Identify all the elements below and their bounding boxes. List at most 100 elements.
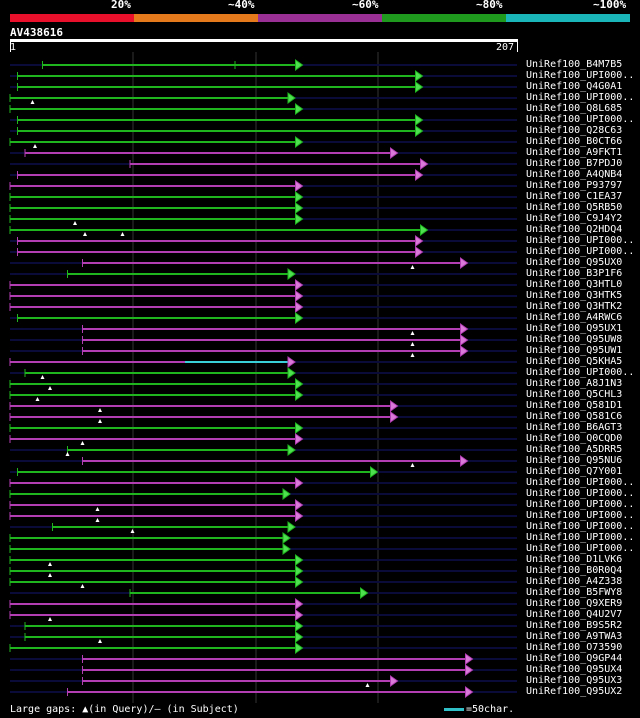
- hit-label[interactable]: UniRef100_UPI000..: [526, 70, 635, 81]
- hit-label[interactable]: UniRef100_Q7Y001: [526, 466, 623, 477]
- alignment-arrowhead: [295, 631, 304, 643]
- hit-label[interactable]: UniRef100_B7PDJ0: [526, 158, 623, 169]
- hit-label[interactable]: UniRef100_UPI000..: [526, 499, 635, 510]
- legend-segment: [258, 14, 382, 22]
- hit-label[interactable]: UniRef100_Q95UX4: [526, 664, 623, 675]
- hit-label[interactable]: UniRef100_A4Z338: [526, 576, 623, 587]
- legend-segment: [506, 14, 630, 22]
- query-gap-marker: [365, 683, 370, 687]
- alignment-arrowhead: [295, 202, 304, 214]
- hit-label[interactable]: UniRef100_B9S5R2: [526, 620, 623, 631]
- hit-label[interactable]: UniRef100_Q0CQD0: [526, 433, 623, 444]
- alignment-arrowhead: [390, 675, 399, 687]
- query-end-position: 207: [496, 42, 515, 53]
- hit-label[interactable]: UniRef100_Q95UX2: [526, 686, 623, 697]
- query-gap-marker: [80, 584, 85, 588]
- query-gap-marker: [48, 617, 52, 621]
- hit-label[interactable]: UniRef100_UPI000..: [526, 114, 635, 125]
- query-gap-marker: [48, 386, 52, 390]
- hit-label[interactable]: UniRef100_Q95UW1: [526, 345, 623, 356]
- hit-label[interactable]: UniRef100_A5DRR5: [526, 444, 623, 455]
- hit-label[interactable]: UniRef100_A9FKT1: [526, 147, 623, 158]
- hit-label[interactable]: UniRef100_UPI000..: [526, 521, 635, 532]
- hit-label[interactable]: UniRef100_UPI000..: [526, 532, 635, 543]
- hit-label[interactable]: UniRef100_Q5KHA5: [526, 356, 623, 367]
- alignment-arrowhead: [282, 532, 291, 544]
- hit-label[interactable]: UniRef100_UPI000..: [526, 246, 635, 257]
- hit-label[interactable]: UniRef100_Q95UX1: [526, 323, 623, 334]
- alignment-arrowhead: [460, 455, 469, 467]
- hit-label[interactable]: UniRef100_B5FWY8: [526, 587, 623, 598]
- hit-label[interactable]: UniRef100_Q5RB50: [526, 202, 623, 213]
- hit-label[interactable]: UniRef100_UPI000..: [526, 367, 635, 378]
- query-gap-marker: [30, 100, 35, 104]
- alignment-arrowhead: [295, 609, 304, 621]
- hit-label[interactable]: UniRef100_Q95UX3: [526, 675, 623, 686]
- hit-label[interactable]: UniRef100_P93797: [526, 180, 623, 191]
- hit-label[interactable]: UniRef100_B0R0Q4: [526, 565, 623, 576]
- query-gap-marker: [35, 397, 40, 401]
- hit-label[interactable]: UniRef100_Q28C63: [526, 125, 623, 136]
- query-gap-marker: [410, 342, 415, 346]
- alignment-arrowhead: [295, 510, 304, 522]
- hit-label[interactable]: UniRef100_O73590: [526, 642, 623, 653]
- hit-label[interactable]: UniRef100_C1EA37: [526, 191, 623, 202]
- hit-label[interactable]: UniRef100_Q4U2V7: [526, 609, 623, 620]
- hit-label[interactable]: UniRef100_UPI000..: [526, 477, 635, 488]
- hit-label[interactable]: UniRef100_Q581D1: [526, 400, 623, 411]
- hit-label[interactable]: UniRef100_UPI000..: [526, 543, 635, 554]
- hit-label[interactable]: UniRef100_Q581C6: [526, 411, 623, 422]
- hit-label[interactable]: UniRef100_B4M7B5: [526, 59, 623, 70]
- query-gap-marker: [98, 408, 102, 412]
- hit-label[interactable]: UniRef100_Q95UX0: [526, 257, 623, 268]
- hit-label[interactable]: UniRef100_B3P1F6: [526, 268, 623, 279]
- legend-percent-label: 20%: [111, 0, 131, 11]
- query-gap-marker: [410, 353, 415, 357]
- hit-label[interactable]: UniRef100_UPI000..: [526, 235, 635, 246]
- alignment-arrowhead: [415, 70, 424, 82]
- alignment-arrowhead: [295, 136, 304, 148]
- hit-label[interactable]: UniRef100_Q3HTL0: [526, 279, 623, 290]
- alignment-arrowhead: [295, 499, 304, 511]
- hit-label[interactable]: UniRef100_Q4G0A1: [526, 81, 623, 92]
- alignment-arrowhead: [295, 389, 304, 401]
- query-gap-marker: [83, 232, 87, 236]
- alignment-arrowhead: [390, 400, 399, 412]
- hit-label[interactable]: UniRef100_A9TWA3: [526, 631, 623, 642]
- hit-label[interactable]: UniRef100_A4RWC6: [526, 312, 623, 323]
- alignment-arrowhead: [460, 257, 469, 269]
- hit-label[interactable]: UniRef100_Q9XER9: [526, 598, 623, 609]
- hit-label[interactable]: UniRef100_A4QNB4: [526, 169, 623, 180]
- alignment-arrowhead: [295, 565, 304, 577]
- hit-label[interactable]: UniRef100_C9J4Y2: [526, 213, 623, 224]
- hit-label[interactable]: UniRef100_UPI000..: [526, 92, 635, 103]
- alignment-arrowhead: [415, 169, 424, 181]
- hit-label[interactable]: UniRef100_UPI000..: [526, 488, 635, 499]
- hit-label[interactable]: UniRef100_A8J1N3: [526, 378, 623, 389]
- alignment-arrowhead: [295, 378, 304, 390]
- hit-label[interactable]: UniRef100_Q3HTK5: [526, 290, 623, 301]
- hit-label[interactable]: UniRef100_B0CT66: [526, 136, 623, 147]
- alignment-arrowhead: [282, 543, 291, 555]
- query-gap-marker: [73, 221, 77, 225]
- hit-label[interactable]: UniRef100_Q95UW8: [526, 334, 623, 345]
- hit-label[interactable]: UniRef100_Q5CHL3: [526, 389, 623, 400]
- alignment-arrowhead: [295, 642, 304, 654]
- query-start-position: 1: [10, 42, 17, 53]
- alignment-arrowhead: [415, 114, 424, 126]
- query-gap-marker: [65, 452, 70, 456]
- hit-label[interactable]: UniRef100_B6AGT3: [526, 422, 623, 433]
- query-gap-marker: [120, 232, 125, 236]
- hit-label[interactable]: UniRef100_Q95NU6: [526, 455, 623, 466]
- hit-label[interactable]: UniRef100_UPI000..: [526, 510, 635, 521]
- alignment-arrowhead: [295, 290, 304, 302]
- hit-label[interactable]: UniRef100_Q3HTK2: [526, 301, 623, 312]
- alignment-arrowhead: [295, 576, 304, 588]
- alignment-arrowhead: [295, 279, 304, 291]
- hit-label[interactable]: UniRef100_Q2HDQ4: [526, 224, 623, 235]
- hit-label[interactable]: UniRef100_Q9GP44: [526, 653, 623, 664]
- hit-label[interactable]: UniRef100_D1LVK6: [526, 554, 623, 565]
- alignment-arrowhead: [390, 147, 399, 159]
- hit-label[interactable]: UniRef100_Q8L685: [526, 103, 623, 114]
